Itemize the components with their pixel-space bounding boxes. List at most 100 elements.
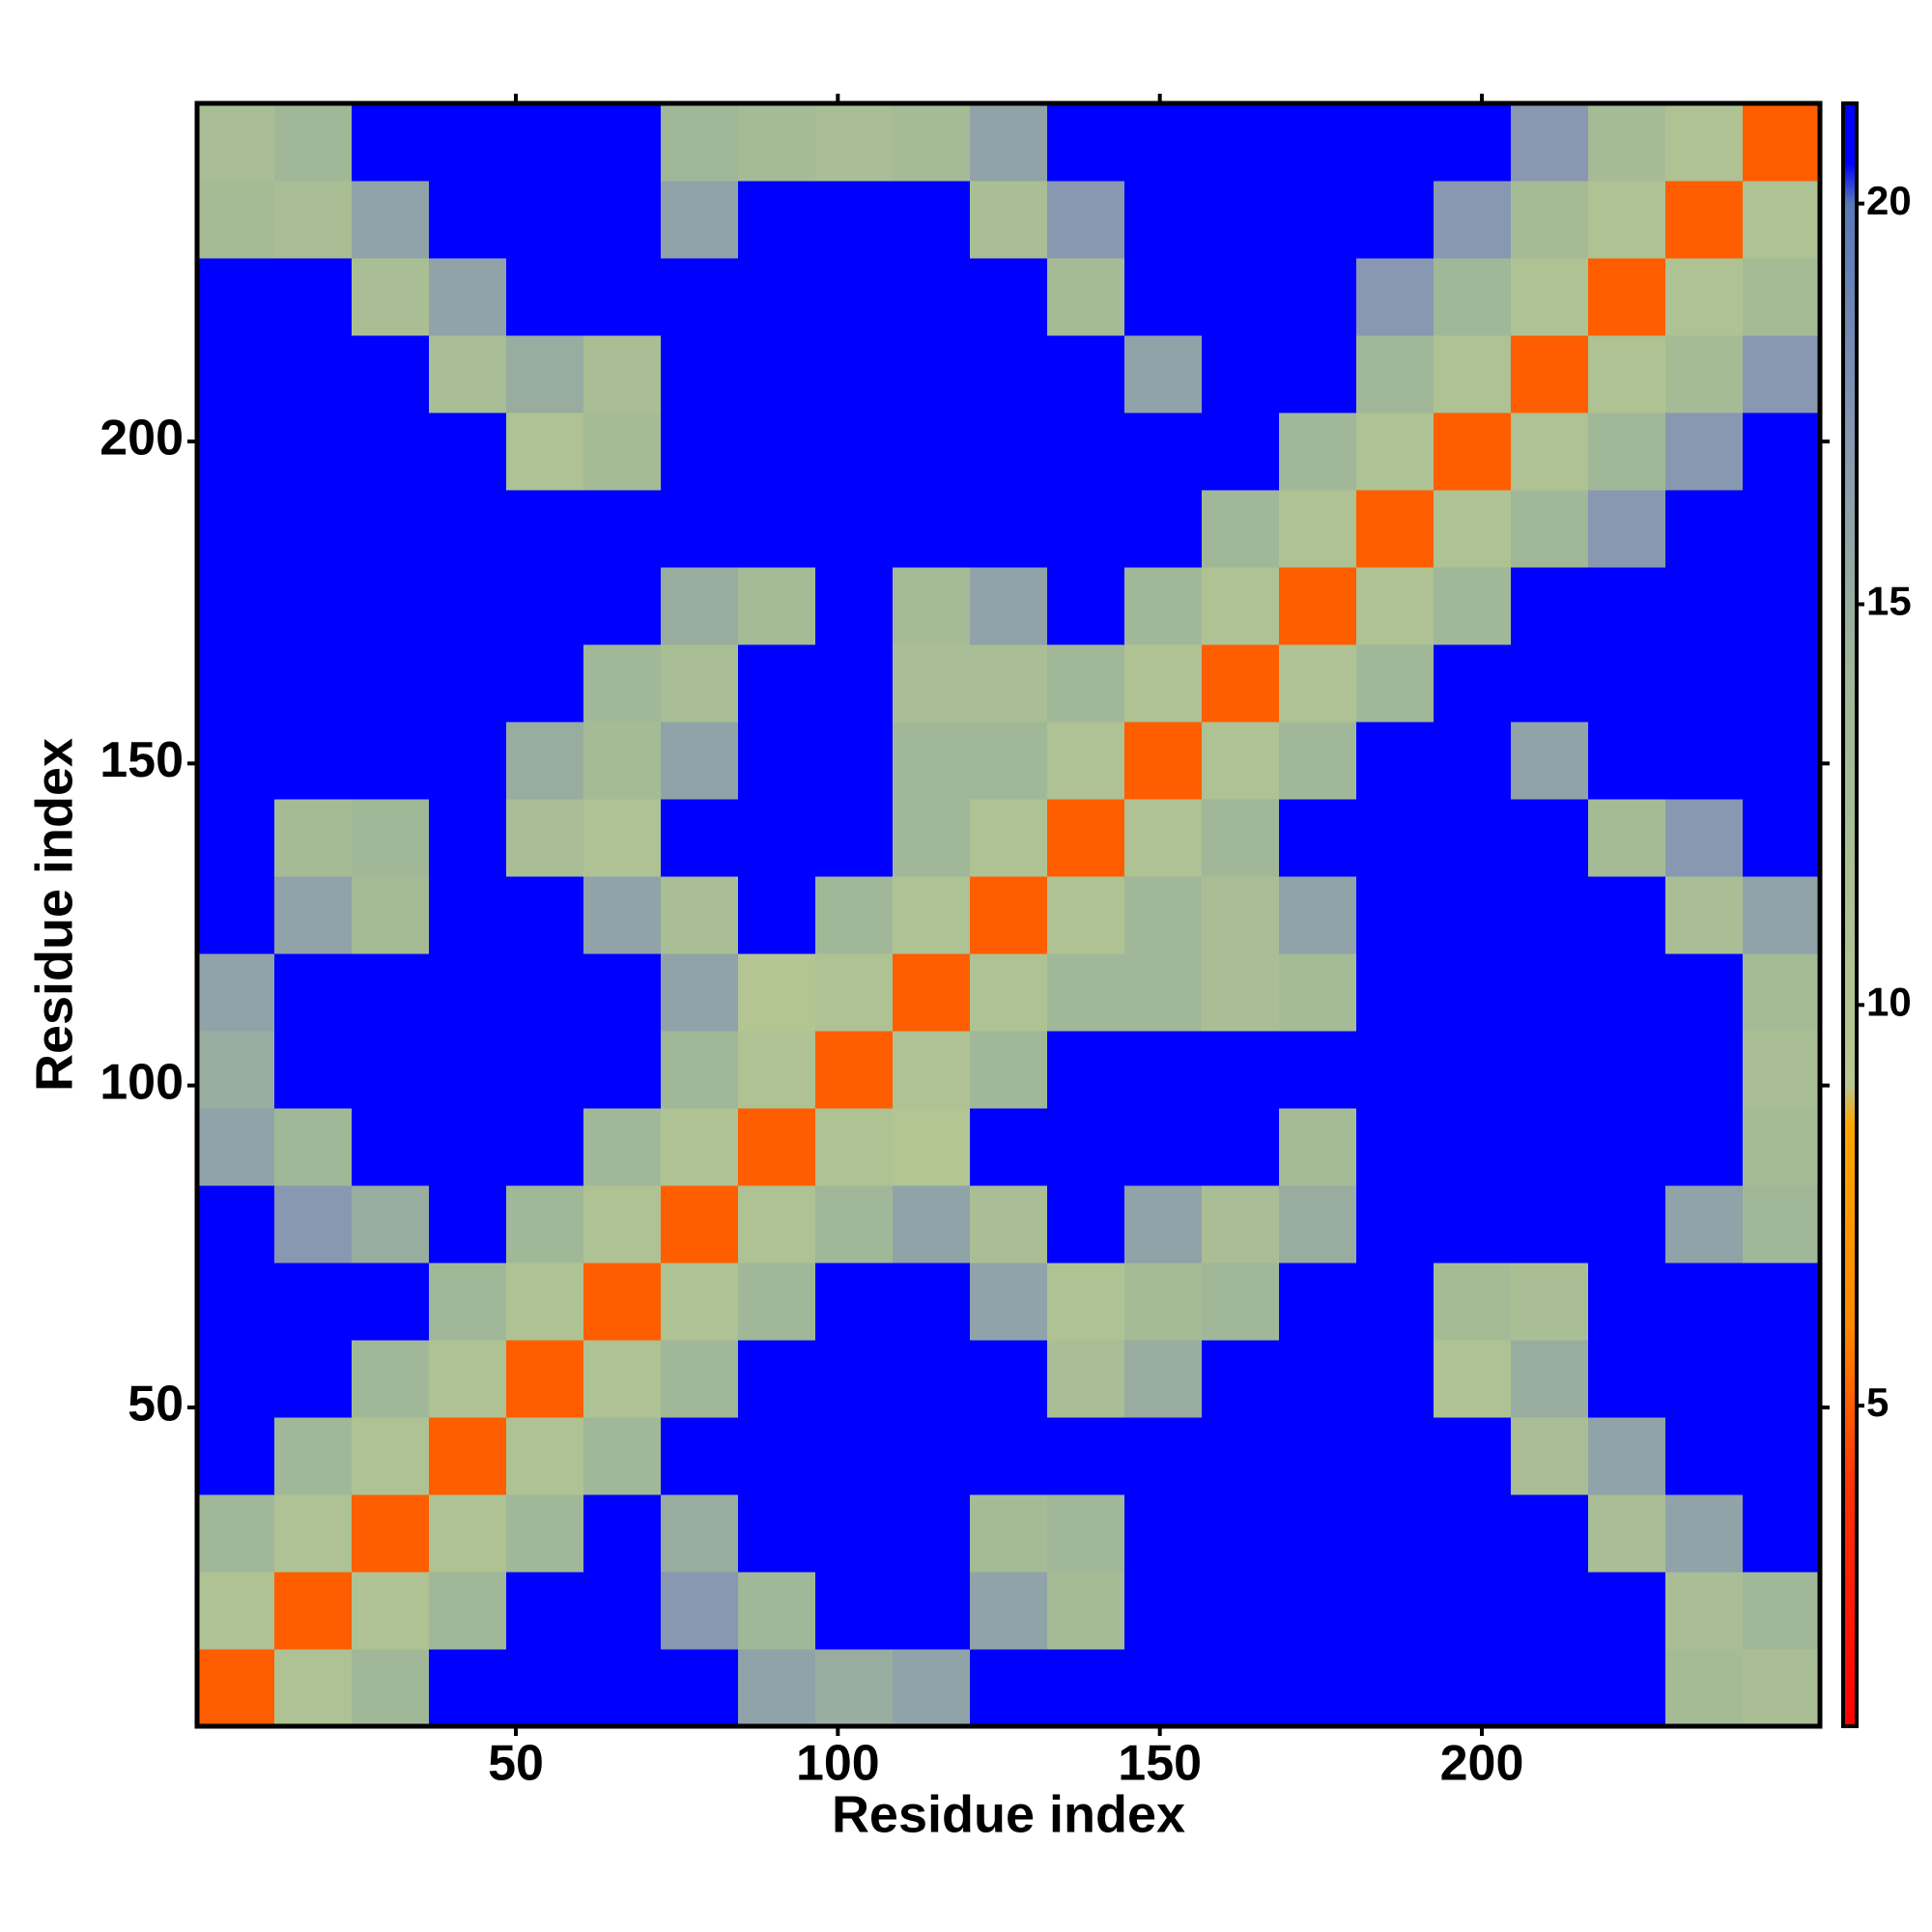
- heatmap-cell: [583, 876, 662, 954]
- heatmap-cell: [661, 490, 739, 568]
- heatmap-cell: [1743, 567, 1821, 645]
- heatmap-cell: [506, 258, 584, 336]
- heatmap-cell: [1434, 722, 1512, 800]
- heatmap-cell: [429, 1340, 507, 1418]
- heatmap-cell: [893, 1572, 971, 1650]
- heatmap-cell: [1511, 103, 1589, 182]
- heatmap-cell: [1279, 799, 1357, 877]
- heatmap-cell: [274, 335, 353, 413]
- heatmap-cell: [429, 181, 507, 259]
- heatmap-cell: [893, 644, 971, 723]
- heatmap-cell: [970, 644, 1048, 723]
- heatmap-cell: [583, 644, 662, 723]
- heatmap-cell: [970, 567, 1048, 645]
- heatmap-cell: [1124, 1649, 1203, 1727]
- heatmap-cell: [1202, 1263, 1280, 1341]
- heatmap-cell: [1124, 412, 1203, 491]
- heatmap-cell: [815, 567, 894, 645]
- heatmap-cell: [274, 953, 353, 1032]
- heatmap-cell: [1356, 103, 1435, 182]
- heatmap-cell: [815, 876, 894, 954]
- heatmap-cell: [274, 722, 353, 800]
- heatmap-cell: [1588, 722, 1666, 800]
- heatmap-cell: [893, 1417, 971, 1495]
- heatmap-cell: [429, 103, 507, 182]
- heatmap-cell: [429, 1649, 507, 1727]
- y-axis-title: Residue index: [25, 738, 83, 1092]
- heatmap-cell: [1588, 876, 1666, 954]
- heatmap-cell: [1202, 799, 1280, 877]
- heatmap-cell: [506, 1417, 584, 1495]
- heatmap-cell: [429, 1494, 507, 1573]
- heatmap-cell: [429, 1108, 507, 1186]
- heatmap-cell: [661, 953, 739, 1032]
- heatmap-cell: [1665, 1263, 1744, 1341]
- heatmap-cell: [893, 1649, 971, 1727]
- heatmap-cell: [506, 1649, 584, 1727]
- heatmap-cell: [429, 799, 507, 877]
- heatmap-cell: [583, 1649, 662, 1727]
- heatmap-cell: [970, 335, 1048, 413]
- heatmap-cell: [738, 644, 816, 723]
- heatmap-cell: [1434, 799, 1512, 877]
- heatmap-cell: [1434, 876, 1512, 954]
- heatmap-cell: [1743, 412, 1821, 491]
- heatmap-cell: [352, 953, 430, 1032]
- heatmap-cell: [1588, 1340, 1666, 1418]
- heatmap-cell: [583, 722, 662, 800]
- heatmap-cell: [893, 1108, 971, 1186]
- heatmap-cell: [1356, 644, 1435, 723]
- heatmap-cell: [506, 412, 584, 491]
- heatmap-cell: [352, 1417, 430, 1495]
- heatmap-cell: [970, 1263, 1048, 1341]
- heatmap-cell: [1279, 1572, 1357, 1650]
- heatmap-cell: [815, 1494, 894, 1573]
- heatmap-cell: [429, 644, 507, 723]
- y-tick-label: 200: [99, 411, 184, 467]
- x-tick-label: 100: [796, 1736, 880, 1792]
- heatmap-cell: [1665, 1340, 1744, 1418]
- heatmap-cell: [1665, 1649, 1744, 1727]
- heatmap-cell: [197, 799, 275, 877]
- heatmap-cell: [661, 567, 739, 645]
- heatmap-cell: [1047, 490, 1125, 568]
- heatmap-cell: [274, 644, 353, 723]
- heatmap-cell: [1434, 1494, 1512, 1573]
- heatmap-cell: [661, 335, 739, 413]
- heatmap-cell: [738, 1572, 816, 1650]
- heatmap-cell: [738, 490, 816, 568]
- heatmap-cell: [1511, 799, 1589, 877]
- heatmap-cell: [1124, 567, 1203, 645]
- heatmap-cell: [506, 722, 584, 800]
- heatmap-cells: [197, 103, 1821, 1727]
- heatmap-cell: [583, 258, 662, 336]
- heatmap-cell: [661, 412, 739, 491]
- heatmap-cell: [661, 876, 739, 954]
- heatmap-cell: [893, 567, 971, 645]
- y-tick-label: 150: [99, 732, 184, 788]
- heatmap-cell: [1743, 258, 1821, 336]
- heatmap-cell: [352, 1494, 430, 1573]
- heatmap-cell: [197, 876, 275, 954]
- heatmap-cell: [1279, 103, 1357, 182]
- heatmap-cell: [429, 953, 507, 1032]
- heatmap-cell: [738, 103, 816, 182]
- heatmap-cell: [274, 490, 353, 568]
- heatmap-cell: [1124, 335, 1203, 413]
- heatmap-cell: [893, 1494, 971, 1573]
- heatmap-cell: [506, 876, 584, 954]
- heatmap-cell: [1356, 953, 1435, 1032]
- heatmap-cell: [970, 799, 1048, 877]
- heatmap-cell: [1202, 1185, 1280, 1264]
- heatmap-cell: [1588, 1185, 1666, 1264]
- heatmap-cell: [197, 1185, 275, 1264]
- heatmap-cell: [274, 1031, 353, 1109]
- heatmap-cell: [970, 1494, 1048, 1573]
- heatmap-cell: [1743, 1572, 1821, 1650]
- heatmap-cell: [1124, 799, 1203, 877]
- heatmap-cell: [429, 490, 507, 568]
- heatmap-cell: [661, 1417, 739, 1495]
- heatmap-cell: [1202, 1417, 1280, 1495]
- heatmap-cell: [1665, 1572, 1744, 1650]
- heatmap-cell: [1434, 490, 1512, 568]
